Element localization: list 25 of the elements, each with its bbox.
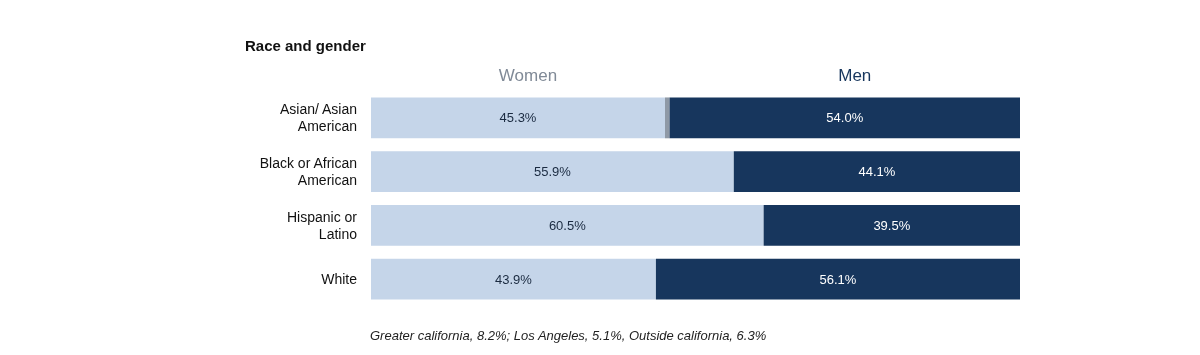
text: Greater california, 8.2%; Los Angeles, 5.1%, Outside california, 6.3% — [370, 328, 767, 343]
bar — [371, 151, 734, 193]
data-label: 43.9% — [495, 271, 533, 287]
data-label: 54.0% — [826, 110, 864, 126]
bar — [655, 258, 1020, 300]
bar — [669, 97, 1020, 139]
series-label: Men — [838, 66, 872, 85]
data-label: 55.9% — [533, 164, 572, 180]
series-label: Women — [498, 66, 558, 85]
bar — [371, 204, 764, 246]
bar — [371, 258, 656, 300]
bar — [763, 204, 1020, 246]
data-label: 45.3% — [499, 110, 537, 126]
bar — [665, 97, 670, 139]
bar — [733, 151, 1020, 193]
data-label: 60.5% — [548, 217, 587, 233]
chart-title: Race and gender — [245, 37, 367, 54]
data-label: 39.5% — [873, 217, 911, 233]
y-tick-label: Asian/ Asian American — [279, 101, 357, 135]
y-tick-label: Black or African American — [259, 155, 357, 189]
y-tick-label: Hispanic or Latino — [286, 208, 358, 242]
data-label: 56.1% — [819, 271, 857, 287]
data-label: 44.1% — [858, 164, 896, 180]
bar — [371, 97, 665, 139]
y-tick-label: White — [321, 271, 358, 288]
